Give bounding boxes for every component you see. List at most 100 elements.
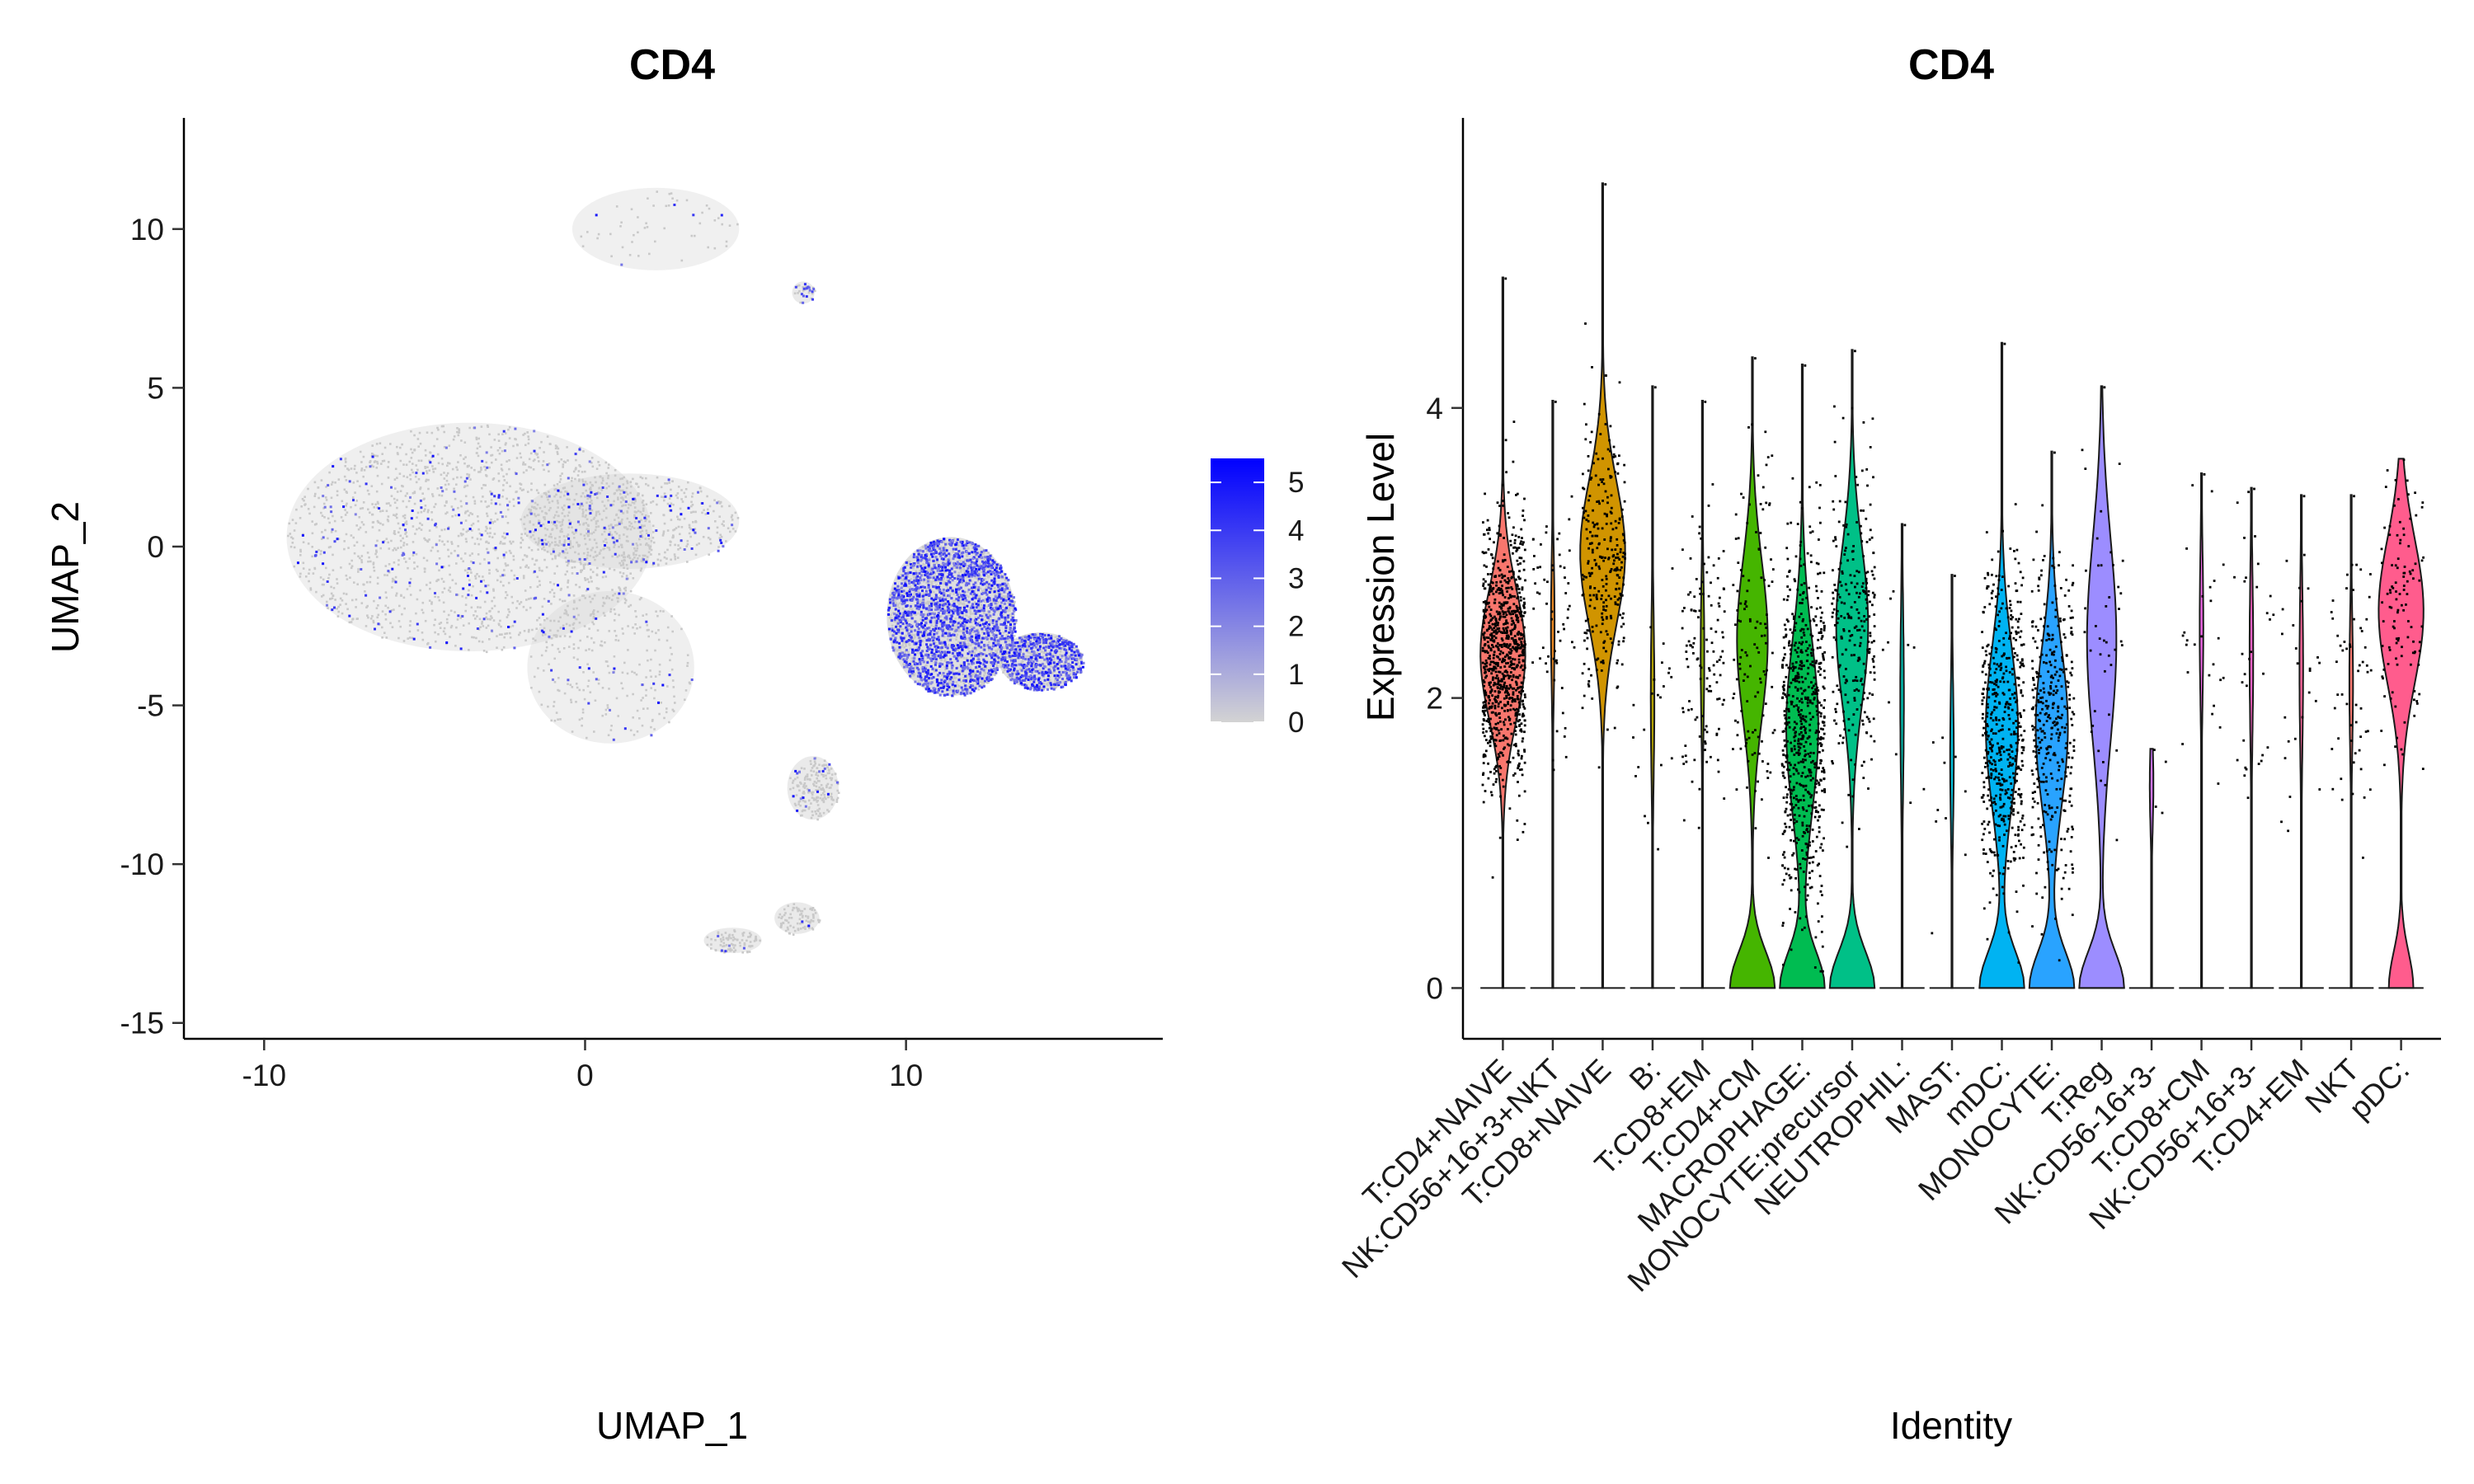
umap-point (581, 492, 585, 495)
umap-point (609, 610, 612, 613)
umap-point (428, 599, 431, 602)
umap-point (586, 636, 589, 638)
umap-point (536, 619, 539, 622)
umap-point (614, 474, 617, 477)
umap-point (345, 574, 348, 577)
umap-point (670, 509, 673, 512)
umap-point (387, 541, 389, 544)
umap-point (810, 769, 812, 773)
umap-point (332, 569, 335, 571)
umap-point (584, 538, 586, 540)
umap-point (901, 646, 903, 648)
umap-point (988, 566, 990, 570)
umap-point (405, 520, 408, 523)
umap-point (564, 573, 567, 576)
umap-point (924, 620, 928, 623)
umap-point (614, 519, 616, 521)
umap-point (943, 540, 946, 542)
umap-point (421, 524, 424, 526)
umap-point (488, 466, 491, 469)
umap-point (1024, 635, 1027, 637)
umap-point (419, 589, 421, 592)
umap-point (446, 464, 449, 467)
umap-point (447, 589, 450, 592)
umap-point (444, 505, 446, 507)
umap-point (386, 574, 388, 576)
umap-point (623, 551, 625, 554)
umap-point (443, 587, 446, 590)
umap-point (905, 618, 908, 620)
umap-point (567, 537, 571, 540)
umap-point (375, 549, 378, 552)
umap-point (981, 552, 983, 555)
umap-point (539, 447, 541, 449)
umap-point (739, 942, 741, 944)
umap-point (1012, 602, 1014, 604)
umap-point (811, 774, 813, 777)
umap-point (458, 431, 461, 434)
umap-point (957, 683, 959, 687)
umap-point (582, 552, 586, 555)
umap-point (464, 456, 467, 458)
umap-point (584, 495, 586, 498)
umap-point (599, 476, 601, 478)
umap-point (952, 687, 956, 689)
umap-point (961, 642, 964, 646)
umap-point (430, 603, 433, 605)
umap-point (910, 657, 914, 660)
umap-point (570, 480, 573, 482)
umap-point (359, 507, 362, 510)
umap-point (468, 476, 470, 478)
umap-point (970, 543, 972, 547)
umap-point (931, 599, 934, 602)
umap-point (645, 482, 647, 486)
umap-point (933, 670, 936, 673)
umap-point (979, 551, 981, 554)
umap-point (532, 534, 534, 537)
umap-point (822, 764, 825, 768)
umap-point (650, 548, 653, 552)
umap-point (798, 800, 802, 803)
umap-point (461, 595, 463, 598)
umap-point (640, 533, 643, 536)
umap-point (919, 569, 921, 572)
umap-point (982, 556, 985, 558)
umap-point (494, 512, 497, 515)
umap-point (585, 509, 587, 512)
umap-point (532, 459, 535, 463)
umap-point (490, 454, 492, 457)
umap-point (590, 649, 594, 652)
umap-point (527, 598, 530, 600)
umap-point (344, 465, 346, 467)
umap-point (557, 514, 560, 518)
umap-point (369, 560, 372, 563)
umap-point (576, 572, 579, 575)
umap-point (586, 518, 589, 521)
umap-point (565, 561, 568, 563)
umap-point (669, 646, 672, 650)
umap-point (810, 816, 813, 819)
umap-point (1005, 656, 1009, 659)
umap-point (367, 560, 369, 563)
umap-point (401, 485, 403, 487)
umap-point (402, 514, 405, 518)
umap-point (970, 562, 973, 566)
umap-point (581, 245, 585, 247)
umap-point (1042, 664, 1046, 667)
umap-point (645, 222, 647, 225)
umap-point (642, 507, 645, 510)
umap-point (541, 570, 543, 572)
umap-point (440, 622, 443, 624)
umap-point (1038, 669, 1042, 672)
umap-point (518, 603, 521, 605)
umap-point (929, 580, 932, 583)
umap-point (553, 572, 556, 575)
umap-point (561, 472, 563, 475)
umap-point (377, 502, 379, 505)
umap-point (694, 510, 697, 514)
umap-point (484, 500, 487, 503)
umap-point (1066, 673, 1070, 676)
umap-point (612, 594, 614, 597)
umap-point (627, 540, 629, 542)
umap-point (637, 510, 640, 513)
